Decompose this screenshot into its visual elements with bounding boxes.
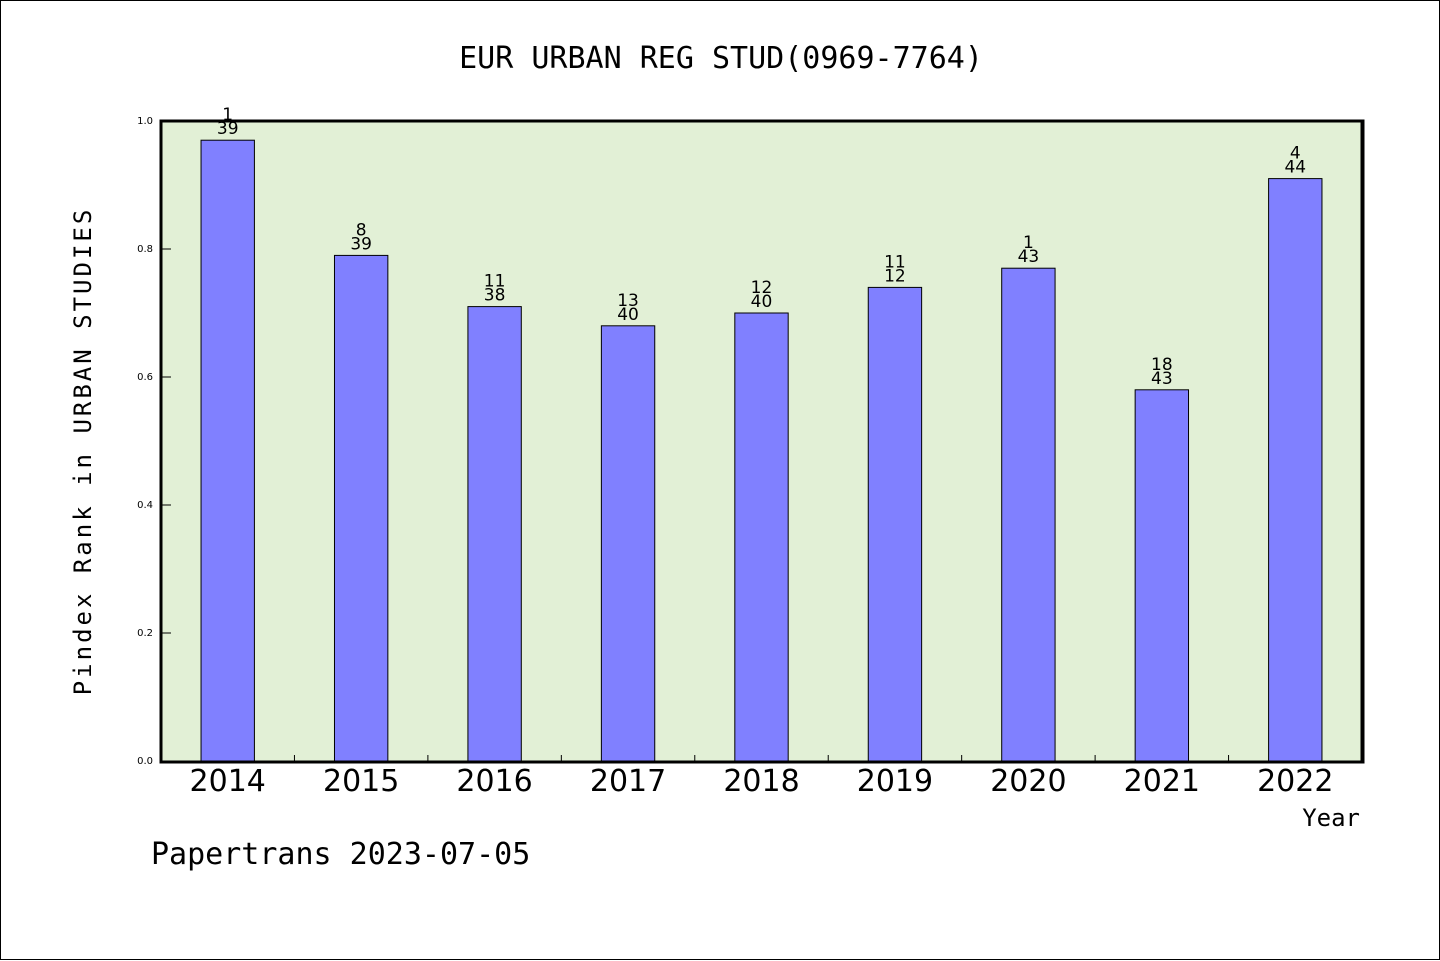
total-label: 38 <box>484 286 506 306</box>
x-tick-label: 2016 <box>456 764 532 799</box>
bar-2020 <box>1001 267 1056 762</box>
total-label: 40 <box>617 305 639 325</box>
bar-2018 <box>734 312 789 762</box>
rank-label: 11 <box>484 272 506 292</box>
x-axis: 2014 2015 2016 2017 2018 2019 2020 2021 2022 <box>190 755 1333 799</box>
x-tick-label: 2018 <box>723 764 799 799</box>
rank-label: 8 <box>356 220 367 240</box>
rank-label: 18 <box>1151 355 1173 375</box>
y-tick-label: 1.0 <box>137 116 153 127</box>
rank-label: 1 <box>222 105 233 125</box>
y-tick-label: 0.2 <box>137 628 153 639</box>
y-tick-label: 0.4 <box>137 500 153 511</box>
x-tick-label: 2022 <box>1257 764 1333 799</box>
x-tick-label: 2021 <box>1124 764 1200 799</box>
x-tick-label: 2014 <box>190 764 266 799</box>
total-label: 40 <box>751 292 773 312</box>
total-label: 39 <box>350 234 372 254</box>
x-axis-label: Year <box>1302 804 1360 832</box>
bars <box>200 139 1323 762</box>
y-tick-label: 0.8 <box>137 244 153 255</box>
bar-2022 <box>1268 178 1323 762</box>
rank-label: 11 <box>884 252 906 272</box>
bar-2014 <box>200 139 255 762</box>
x-tick-label: 2019 <box>857 764 933 799</box>
rank-label: 13 <box>617 291 639 311</box>
x-tick-label: 2015 <box>323 764 399 799</box>
bar-2017 <box>600 325 656 762</box>
rank-label: 12 <box>751 278 773 298</box>
total-label: 43 <box>1018 247 1040 267</box>
bar-2015 <box>333 254 389 762</box>
bar-2021 <box>1134 389 1190 762</box>
x-tick-label: 2017 <box>590 764 666 799</box>
y-tick-label: 0.6 <box>137 372 153 383</box>
plot-border <box>159 119 1365 764</box>
total-label: 44 <box>1284 158 1306 178</box>
y-tick-label: 0.0 <box>137 756 153 767</box>
rank-label: 4 <box>1290 144 1301 164</box>
bar-2016 <box>467 306 522 762</box>
total-label: 43 <box>1151 369 1173 389</box>
y-axis-label: Pindex Rank in URBAN STUDIES <box>69 207 97 696</box>
bar-2019 <box>867 286 923 762</box>
x-tick-label: 2020 <box>990 764 1066 799</box>
total-label: 39 <box>217 119 239 139</box>
total-label: 12 <box>884 266 906 286</box>
footer-text: Papertrans 2023-07-05 <box>151 837 530 872</box>
rank-label: 1 <box>1023 233 1034 253</box>
chart-title: EUR URBAN REG STUD(0969-7764) <box>459 41 983 76</box>
